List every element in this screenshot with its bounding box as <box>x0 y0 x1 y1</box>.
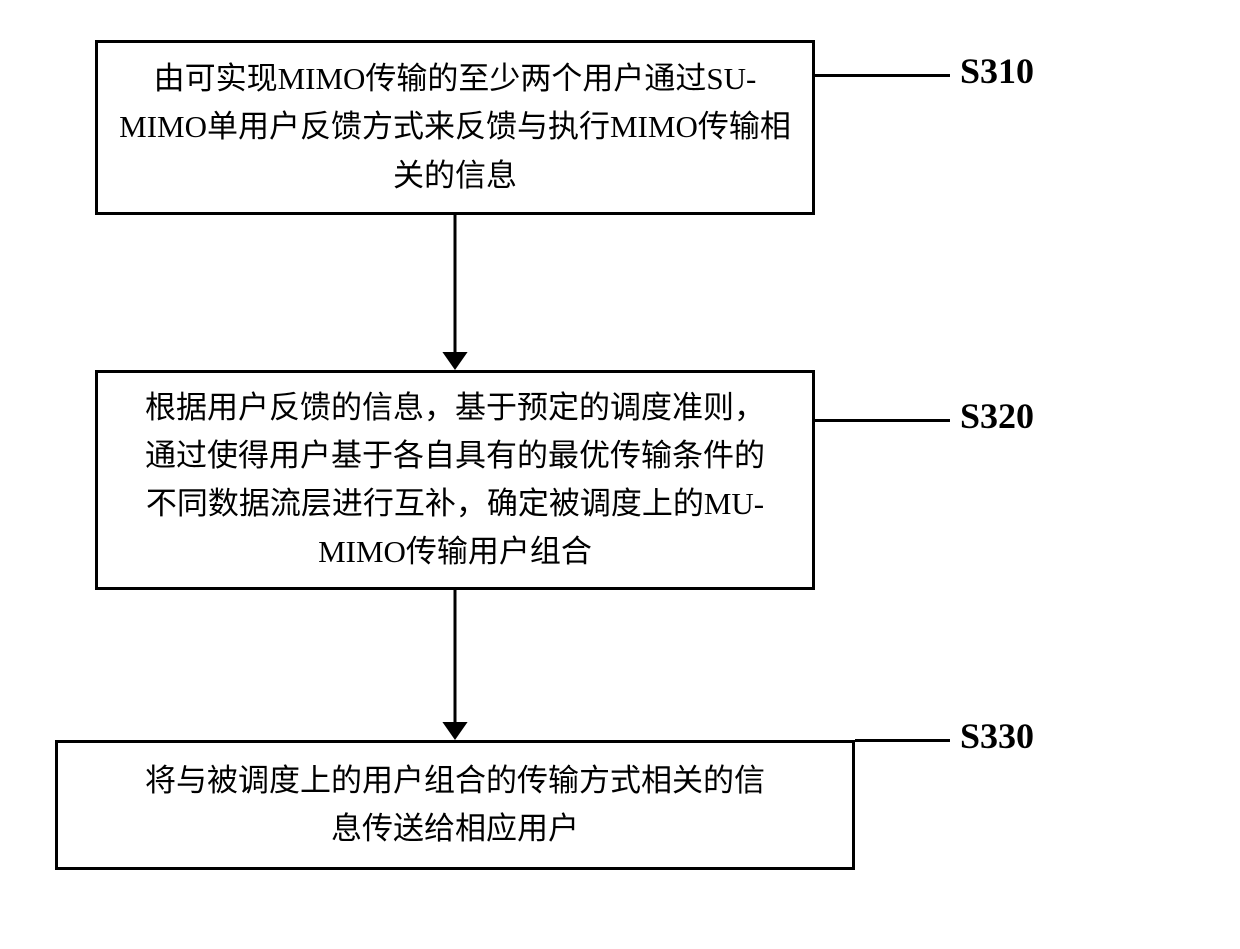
leader-line-s330 <box>855 739 950 742</box>
step-label-s330: S330 <box>960 715 1034 757</box>
flowchart-canvas: 由可实现MIMO传输的至少两个用户通过SU- MIMO单用户反馈方式来反馈与执行… <box>0 0 1240 949</box>
flow-node-transmit: 将与被调度上的用户组合的传输方式相关的信 息传送给相应用户 <box>55 740 855 870</box>
